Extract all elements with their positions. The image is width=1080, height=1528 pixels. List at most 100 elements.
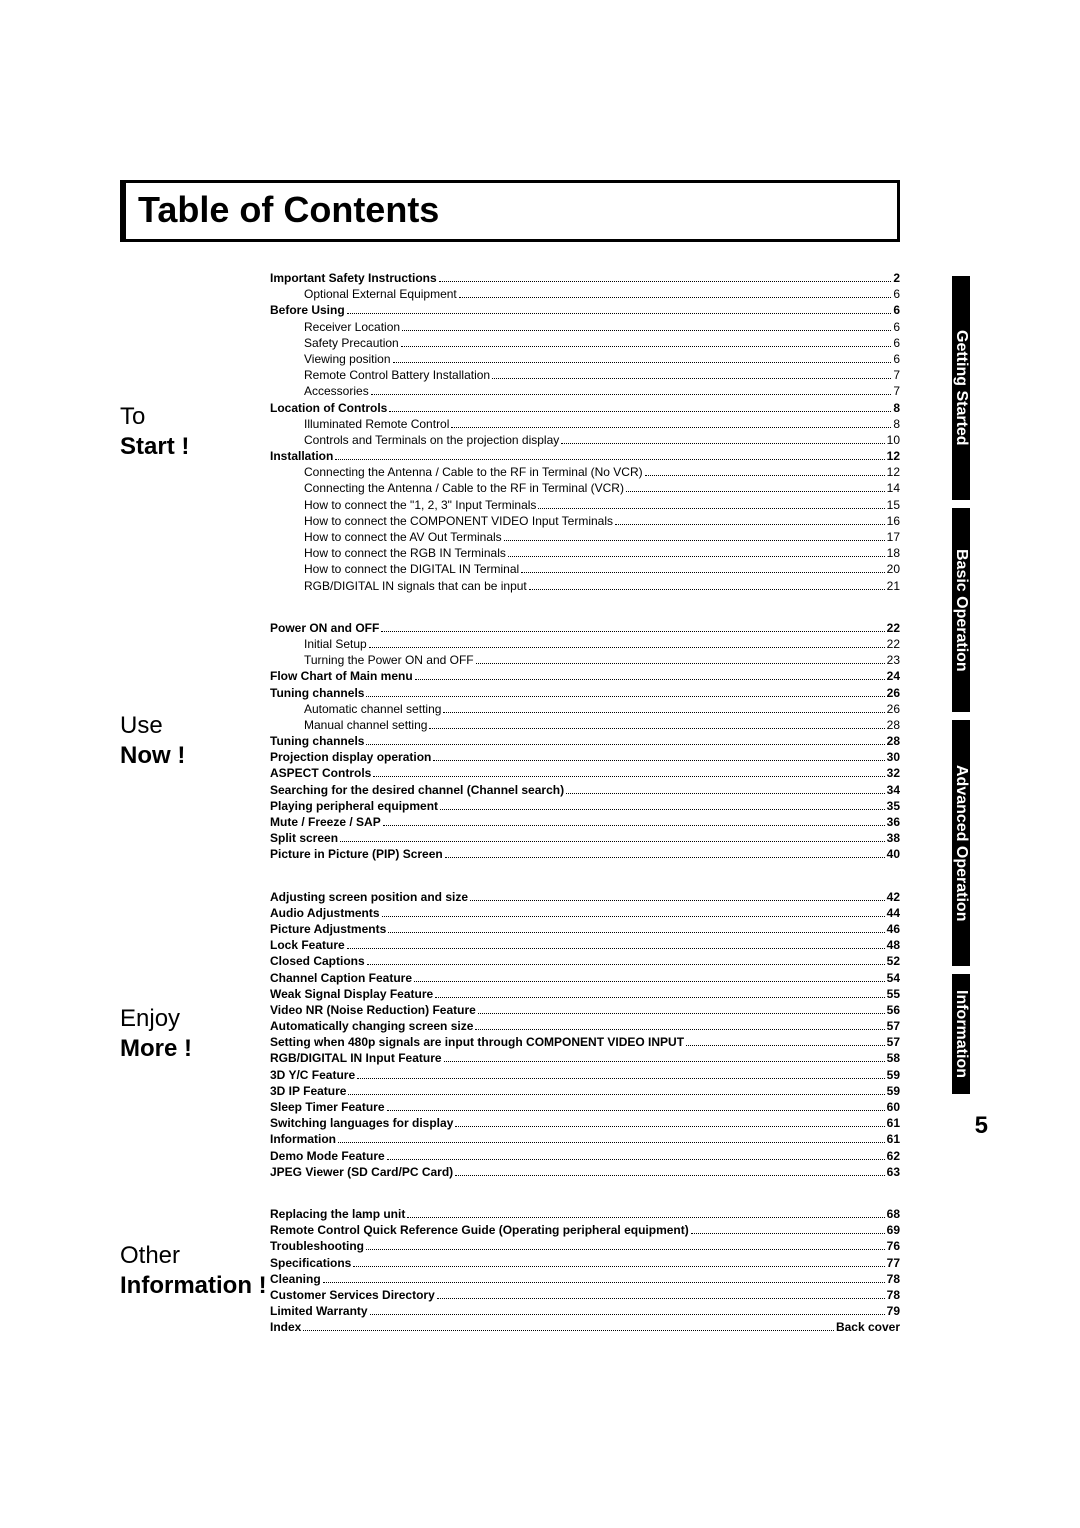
toc-entry-page: 26 [887, 701, 900, 717]
toc-entry-label: Split screen [270, 830, 338, 846]
toc-entry-page: 2 [893, 270, 900, 286]
section-label: UseNow ! [120, 620, 270, 863]
toc-leader [393, 362, 892, 363]
toc-entry-label: Adjusting screen position and size [270, 889, 468, 905]
toc-leader [347, 948, 885, 949]
section-label: EnjoyMore ! [120, 889, 270, 1180]
toc-leader [402, 330, 891, 331]
toc-entry-page: 21 [887, 578, 900, 594]
toc-row: Channel Caption Feature54 [270, 970, 900, 986]
toc-row: Switching languages for display61 [270, 1115, 900, 1131]
toc-entry-label: Picture in Picture (PIP) Screen [270, 846, 443, 862]
toc-entry-page: 48 [887, 937, 900, 953]
toc-entry-page: 15 [887, 497, 900, 513]
toc-row: Searching for the desired channel (Chann… [270, 782, 900, 798]
toc-entry-label: Connecting the Antenna / Cable to the RF… [304, 464, 643, 480]
toc-leader [401, 346, 892, 347]
toc-leader [440, 809, 885, 810]
toc-row: Demo Mode Feature62 [270, 1148, 900, 1164]
toc-row: Customer Services Directory78 [270, 1287, 900, 1303]
document-page: Table of Contents ToStart !Important Saf… [120, 180, 900, 1361]
toc-entry-page: 7 [893, 383, 900, 399]
toc-entry-page: 35 [887, 798, 900, 814]
side-tabs: Getting Started Basic Operation Advanced… [952, 276, 990, 1102]
toc-entry-label: Weak Signal Display Feature [270, 986, 433, 1002]
toc-entry-label: Power ON and OFF [270, 620, 379, 636]
toc-row: How to connect the "1, 2, 3" Input Termi… [270, 497, 900, 513]
toc-row: Connecting the Antenna / Cable to the RF… [270, 480, 900, 496]
toc-leader [366, 696, 884, 697]
toc-row: Tuning channels26 [270, 685, 900, 701]
toc-row: Limited Warranty79 [270, 1303, 900, 1319]
toc-entry-page: 7 [893, 367, 900, 383]
toc-section: ToStart !Important Safety Instructions2O… [120, 270, 900, 594]
toc-entry-page: 46 [887, 921, 900, 937]
toc-leader [370, 1314, 885, 1315]
toc-list: Power ON and OFF22Initial Setup22Turning… [270, 620, 900, 863]
toc-leader [626, 491, 885, 492]
toc-entry-label: Initial Setup [304, 636, 367, 652]
toc-leader [645, 475, 885, 476]
toc-row: JPEG Viewer (SD Card/PC Card)63 [270, 1164, 900, 1180]
toc-entry-label: How to connect the COMPONENT VIDEO Input… [304, 513, 613, 529]
toc-entry-page: 18 [887, 545, 900, 561]
toc-section: OtherInformation !Replacing the lamp uni… [120, 1206, 900, 1336]
toc-entry-page: 63 [887, 1164, 900, 1180]
toc-leader [451, 427, 891, 428]
toc-leader [369, 647, 885, 648]
toc-entry-page: 60 [887, 1099, 900, 1115]
toc-leader [508, 556, 885, 557]
toc-leader [367, 964, 885, 965]
section-label: OtherInformation ! [120, 1206, 270, 1336]
toc-entry-page: 12 [887, 464, 900, 480]
toc-row: Power ON and OFF22 [270, 620, 900, 636]
toc-leader [415, 679, 885, 680]
toc-entry-page: 34 [887, 782, 900, 798]
toc-leader [445, 857, 885, 858]
toc-entry-page: 20 [887, 561, 900, 577]
tab-advanced-operation: Advanced Operation [952, 720, 970, 966]
toc-leader [338, 1142, 885, 1143]
toc-entry-label: Safety Precaution [304, 335, 399, 351]
toc-leader [492, 378, 891, 379]
toc-entry-page: 16 [887, 513, 900, 529]
section-label-top: Use [120, 711, 270, 741]
toc-list: Adjusting screen position and size42Audi… [270, 889, 900, 1180]
toc-leader [389, 411, 891, 412]
toc-entry-page: 79 [887, 1303, 900, 1319]
toc-leader [566, 793, 885, 794]
toc-entry-label: Replacing the lamp unit [270, 1206, 405, 1222]
toc-leader [435, 997, 884, 998]
toc-row: Remote Control Quick Reference Guide (Op… [270, 1222, 900, 1238]
toc-entry-page: 6 [893, 286, 900, 302]
toc-entry-label: Sleep Timer Feature [270, 1099, 385, 1115]
toc-row: Receiver Location6 [270, 319, 900, 335]
toc-row: Picture Adjustments46 [270, 921, 900, 937]
toc-entry-label: Playing peripheral equipment [270, 798, 438, 814]
toc-leader [407, 1217, 884, 1218]
section-label-bottom: More ! [120, 1034, 270, 1064]
toc-leader [444, 1061, 885, 1062]
toc-entry-page: 59 [887, 1067, 900, 1083]
toc-row: Flow Chart of Main menu24 [270, 668, 900, 684]
toc-leader [470, 900, 885, 901]
toc-row: Setting when 480p signals are input thro… [270, 1034, 900, 1050]
section-label: ToStart ! [120, 270, 270, 594]
toc-entry-page: 54 [887, 970, 900, 986]
toc-entry-label: Specifications [270, 1255, 351, 1271]
toc-entry-label: Turning the Power ON and OFF [304, 652, 474, 668]
toc-row: Projection display operation30 [270, 749, 900, 765]
toc-entry-page: 23 [887, 652, 900, 668]
toc-row: Audio Adjustments44 [270, 905, 900, 921]
section-label-bottom: Information ! [120, 1271, 270, 1301]
toc-entry-label: Video NR (Noise Reduction) Feature [270, 1002, 476, 1018]
toc-entry-label: Connecting the Antenna / Cable to the RF… [304, 480, 624, 496]
toc-entry-page: 32 [887, 765, 900, 781]
toc-entry-page: 8 [893, 400, 900, 416]
toc-entry-label: Accessories [304, 383, 369, 399]
toc-entry-label: Mute / Freeze / SAP [270, 814, 381, 830]
toc-leader [357, 1078, 884, 1079]
toc-entry-page: 6 [893, 302, 900, 318]
toc-row: Playing peripheral equipment 35 [270, 798, 900, 814]
toc-entry-label: How to connect the RGB IN Terminals [304, 545, 506, 561]
